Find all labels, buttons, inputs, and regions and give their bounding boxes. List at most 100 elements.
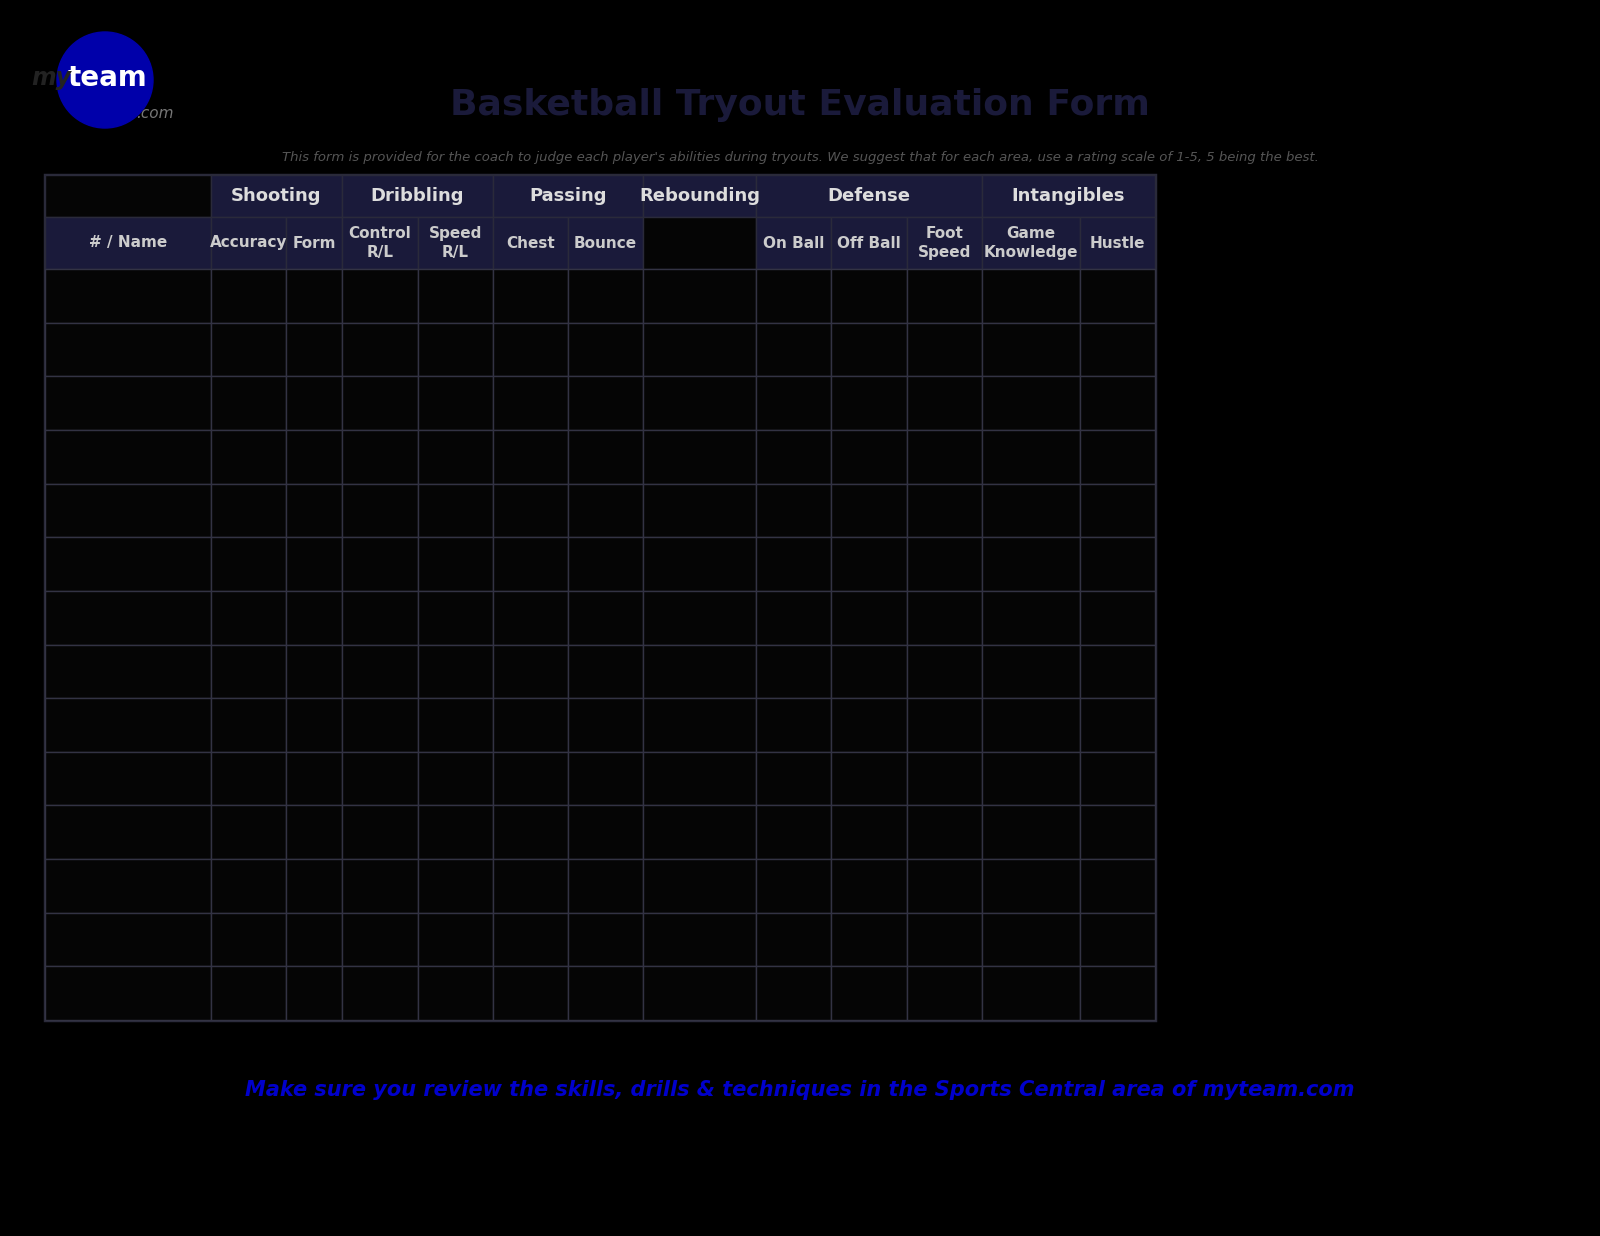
Bar [982,698,1080,751]
Bar [418,483,493,538]
Text: Speed
R/L: Speed R/L [429,226,482,260]
Bar [211,912,286,967]
Text: Shooting: Shooting [230,187,322,205]
Bar [832,751,907,806]
Bar [643,859,757,912]
Bar [832,698,907,751]
Bar [45,269,211,323]
Bar [1080,591,1155,644]
Text: Defense: Defense [827,187,910,205]
Bar [286,269,342,323]
Bar [342,538,418,591]
Bar [907,538,982,591]
Text: Dribbling: Dribbling [371,187,464,205]
Text: # / Name: # / Name [88,236,166,251]
Bar [982,538,1080,591]
Text: Bounce: Bounce [574,236,637,251]
Bar [286,218,342,269]
Bar [568,751,643,806]
Bar [643,430,757,483]
Bar [211,806,286,859]
Bar [493,176,643,218]
Bar [568,912,643,967]
Bar [643,176,757,218]
Bar [643,218,757,269]
Bar [1080,323,1155,376]
Bar [1080,751,1155,806]
Bar [832,323,907,376]
Bar [907,483,982,538]
Bar [45,430,211,483]
Bar [418,538,493,591]
Bar [982,323,1080,376]
Bar [907,967,982,1020]
Bar [45,698,211,751]
Text: Control
R/L: Control R/L [349,226,411,260]
Bar [757,323,832,376]
Bar [418,430,493,483]
Bar [907,806,982,859]
Text: my: my [30,66,70,90]
Bar [1080,430,1155,483]
Bar [342,751,418,806]
Bar [45,644,211,698]
Bar [757,218,832,269]
Bar [982,430,1080,483]
Text: Foot
Speed: Foot Speed [918,226,971,260]
Bar [418,376,493,430]
Bar [568,218,643,269]
Bar [342,912,418,967]
Bar [493,430,568,483]
Bar [1080,698,1155,751]
Bar [907,430,982,483]
Bar [45,323,211,376]
Bar [568,269,643,323]
Bar [643,912,757,967]
Bar [45,912,211,967]
Bar [832,806,907,859]
Bar [832,591,907,644]
Bar [643,751,757,806]
Bar [418,644,493,698]
Bar [643,967,757,1020]
Bar [832,218,907,269]
Bar [342,269,418,323]
Bar [643,591,757,644]
Bar [342,176,493,218]
Bar [342,323,418,376]
Bar [45,483,211,538]
Bar [211,218,286,269]
Bar [568,967,643,1020]
Bar [45,859,211,912]
Bar [45,176,211,218]
Bar [907,591,982,644]
Bar [342,591,418,644]
Bar [418,269,493,323]
Bar [211,859,286,912]
Bar [757,269,832,323]
Bar [211,176,342,218]
Bar [1080,644,1155,698]
Bar [757,591,832,644]
Bar [418,967,493,1020]
Bar [982,376,1080,430]
Bar [757,967,832,1020]
Bar [342,806,418,859]
Bar [418,751,493,806]
Text: Game
Knowledge: Game Knowledge [984,226,1078,260]
Text: team: team [67,64,147,91]
Bar [493,218,568,269]
Bar [832,430,907,483]
Bar [643,323,757,376]
Bar [286,376,342,430]
Bar [418,218,493,269]
Bar [1080,376,1155,430]
Bar [643,644,757,698]
Bar [342,218,418,269]
Bar [211,591,286,644]
Bar [832,859,907,912]
Bar [568,591,643,644]
Bar [342,859,418,912]
Bar [568,323,643,376]
Bar [757,698,832,751]
